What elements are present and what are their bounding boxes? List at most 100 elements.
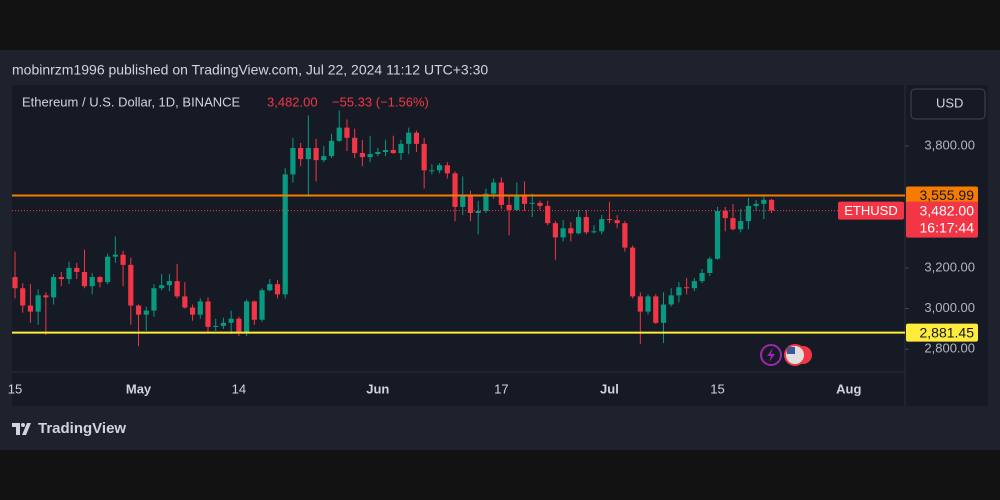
brand: TradingView xyxy=(38,420,126,437)
candle-body xyxy=(305,147,311,160)
candle-body xyxy=(645,296,651,312)
candle-body xyxy=(228,318,234,323)
candle-body xyxy=(398,143,404,154)
candle-body xyxy=(483,193,489,211)
candle-body xyxy=(20,288,26,306)
candle-body xyxy=(529,202,535,204)
x-tick-label: Jul xyxy=(600,381,619,396)
candle-body xyxy=(521,194,528,204)
candle-body xyxy=(382,149,389,153)
candle-body xyxy=(653,296,659,323)
candle-body xyxy=(460,194,466,207)
candle-body xyxy=(352,137,358,154)
candle-body xyxy=(174,281,180,297)
logo-dot xyxy=(21,423,25,427)
candle-body xyxy=(614,220,620,224)
candle-body xyxy=(467,194,474,214)
candle-body xyxy=(182,296,188,308)
candle-body xyxy=(745,205,751,222)
lightning xyxy=(767,348,775,362)
level-badge xyxy=(906,186,978,205)
candle-body xyxy=(112,254,118,257)
y-tick-label: 3,200.00 xyxy=(924,259,975,274)
level-label: 3,555.99 xyxy=(920,187,975,203)
price-label: 3,482.00 xyxy=(920,202,975,218)
candle-body xyxy=(290,147,296,175)
x-tick-label: 15 xyxy=(8,381,22,396)
candle-body xyxy=(506,204,512,210)
chart-pane xyxy=(12,85,988,406)
candle-body xyxy=(35,295,41,312)
candle-body xyxy=(12,277,18,289)
candle-body xyxy=(753,203,759,206)
price-change: −55.33 (−1.56%) xyxy=(332,94,429,109)
publish-line: mobinrzm1996 published on TradingView.co… xyxy=(12,62,488,78)
candle-body xyxy=(97,277,103,283)
countdown-label: 16:17:44 xyxy=(920,219,975,235)
candle-body xyxy=(74,267,80,272)
candle-body xyxy=(251,301,257,320)
x-tick-label: Aug xyxy=(836,381,861,396)
candle-body xyxy=(328,140,335,157)
candle-body xyxy=(714,210,721,259)
candle-body xyxy=(421,143,427,171)
candle-body xyxy=(27,305,34,312)
y-tick-label: 3,800.00 xyxy=(924,137,975,152)
candle-body xyxy=(491,182,497,194)
candle-body xyxy=(738,221,744,230)
candle-body xyxy=(514,194,520,210)
x-tick-label: 15 xyxy=(710,381,724,396)
candle-body xyxy=(313,147,319,161)
candle-body xyxy=(81,271,88,287)
candle-body xyxy=(761,199,767,204)
candle-body xyxy=(406,132,412,144)
candle-body xyxy=(120,254,126,265)
candle-body xyxy=(375,152,381,155)
symbol-badge xyxy=(838,201,904,220)
candle-body xyxy=(213,325,219,327)
currency[interactable]: USD xyxy=(936,95,963,110)
candle-body xyxy=(429,170,435,172)
candle-body xyxy=(498,182,504,205)
level-badge xyxy=(906,323,978,342)
candle-body xyxy=(298,147,304,160)
candle-body xyxy=(236,318,242,333)
candle-body xyxy=(51,277,57,298)
candle-body xyxy=(105,256,111,283)
x-tick-label: May xyxy=(126,381,152,396)
candle-body xyxy=(537,202,543,206)
currency-button[interactable] xyxy=(910,88,986,120)
candle-body xyxy=(684,287,690,289)
candle-body xyxy=(606,219,613,221)
candle-body xyxy=(444,165,450,174)
y-tick-label: 3,000.00 xyxy=(924,300,975,315)
candle-body xyxy=(699,272,705,282)
candle-body xyxy=(359,153,365,158)
candle-body xyxy=(43,295,49,298)
candle-body xyxy=(197,301,203,315)
candle-body xyxy=(267,284,273,291)
level-label: 2,881.45 xyxy=(920,324,975,340)
candle-body xyxy=(583,217,589,233)
candle-body xyxy=(568,228,574,234)
candle-body xyxy=(205,301,211,327)
candle-body xyxy=(128,264,134,306)
candle-body xyxy=(707,258,713,273)
bottom-band xyxy=(0,450,1000,500)
candle-body xyxy=(166,281,172,286)
candle-body xyxy=(691,281,697,289)
candle-body xyxy=(89,277,95,287)
price-badge xyxy=(906,201,978,238)
candle-body xyxy=(189,307,196,315)
candle-body xyxy=(367,154,373,158)
candle-body xyxy=(552,223,558,238)
candle-body xyxy=(58,277,64,280)
candle-body xyxy=(637,296,643,312)
candle-body xyxy=(220,322,227,326)
x-tick-label: 14 xyxy=(232,381,246,396)
candle-body xyxy=(159,285,165,289)
candle-body xyxy=(452,173,458,207)
x-tick-label: 17 xyxy=(494,381,508,396)
top-band xyxy=(0,0,1000,50)
